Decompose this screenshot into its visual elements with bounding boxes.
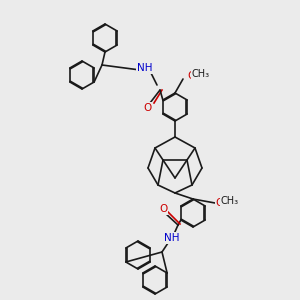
Text: O: O bbox=[187, 71, 195, 81]
Text: CH₃: CH₃ bbox=[192, 69, 210, 79]
Text: NH: NH bbox=[164, 233, 180, 243]
Text: O: O bbox=[159, 204, 167, 214]
Text: O: O bbox=[143, 103, 151, 113]
Text: NH: NH bbox=[137, 63, 153, 73]
Text: CH₃: CH₃ bbox=[221, 196, 239, 206]
Text: O: O bbox=[216, 198, 224, 208]
